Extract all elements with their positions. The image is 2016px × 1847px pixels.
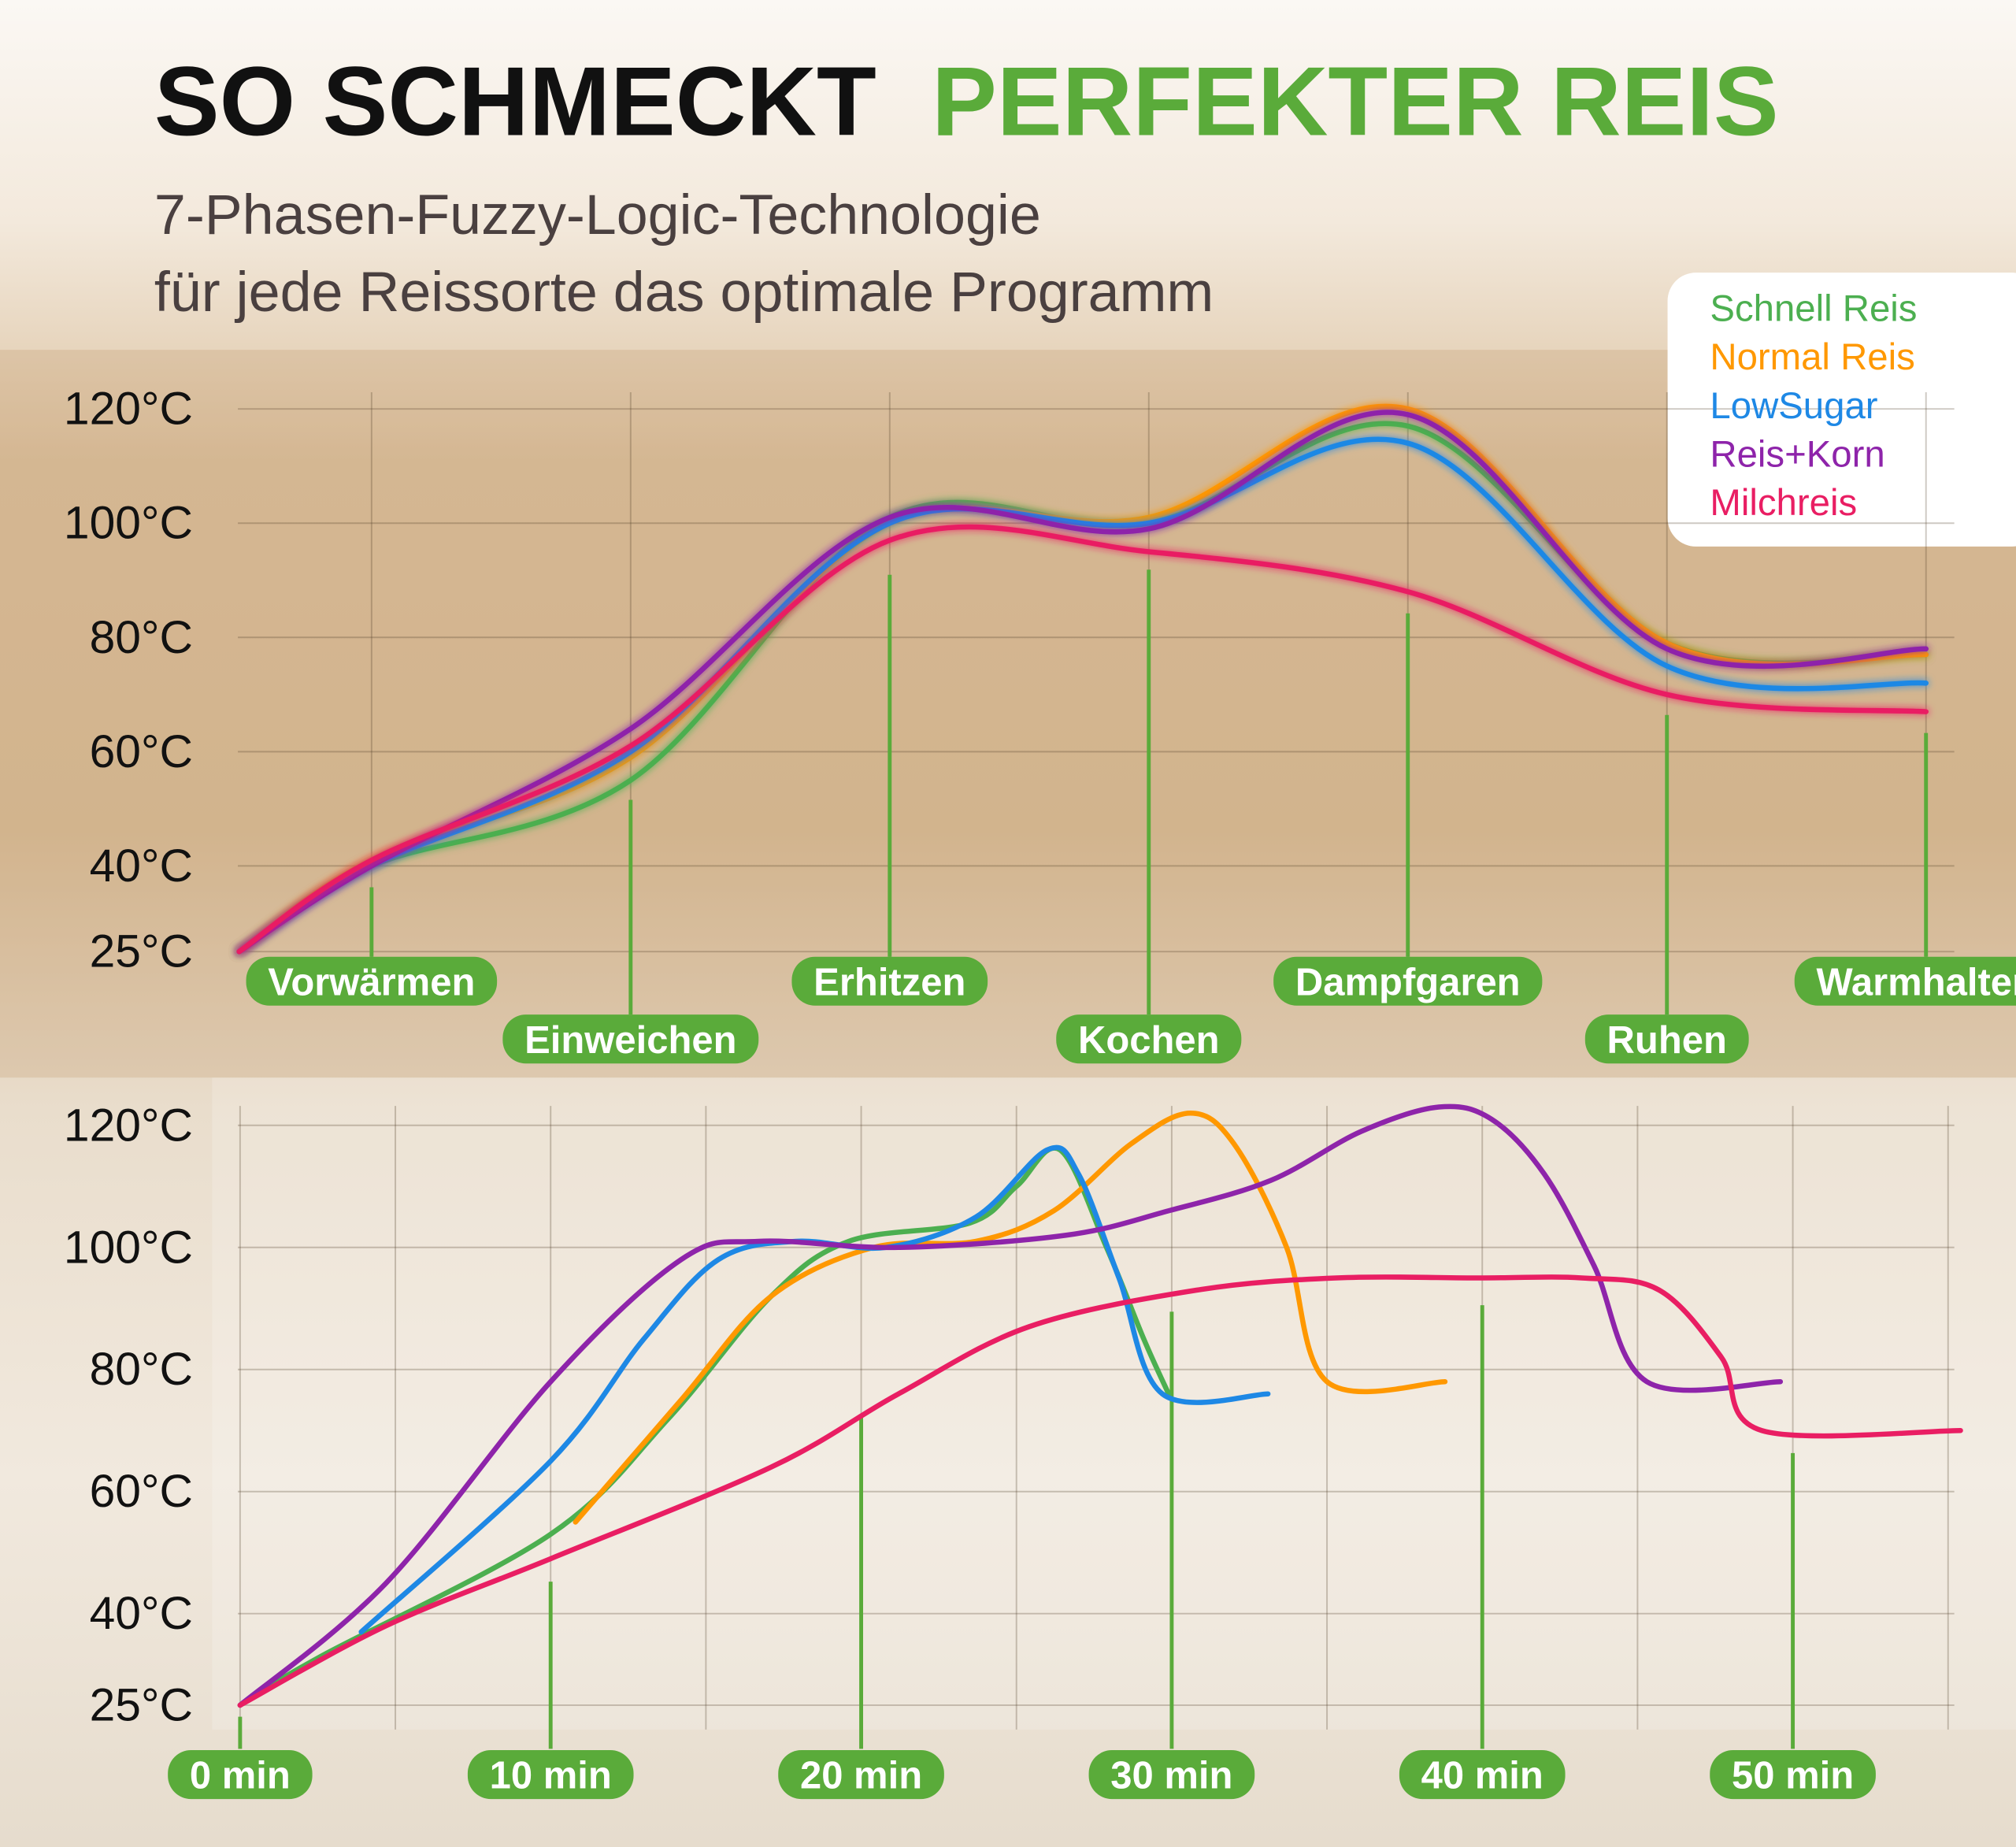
x-tick-label: Vorwärmen (268, 961, 475, 1003)
x-tick-label: Dampfgaren (1295, 961, 1521, 1003)
label-pill (1399, 1750, 1566, 1800)
legend-entry: Milchreis (1710, 482, 1857, 524)
x-tick-label: 40 min (1421, 1755, 1544, 1797)
x-tick-label: 0 min (190, 1755, 291, 1797)
legend-entry: LowSugar (1710, 385, 1877, 427)
legend-entry: Schnell Reis (1710, 287, 1917, 329)
label-pill (246, 956, 498, 1006)
label-pill (1056, 1014, 1242, 1064)
title-main: SO SCHMECKT (154, 47, 876, 156)
label-pill (1710, 1750, 1876, 1800)
legend-entry: Normal Reis (1710, 336, 1914, 378)
x-tick-label: 10 min (490, 1755, 612, 1797)
subtitle: für jede Reissorte das optimale Programm (154, 261, 1214, 324)
x-tick-label: 20 min (800, 1755, 922, 1797)
x-tick-label: Erhitzen (813, 961, 965, 1003)
x-tick-label: Kochen (1078, 1019, 1220, 1062)
y-tick-label: 25°C (90, 926, 193, 977)
label-pill (791, 956, 988, 1006)
y-tick-label: 100°C (64, 1222, 193, 1273)
y-tick-label: 80°C (90, 1344, 193, 1395)
subtitle: 7-Phasen-Fuzzy-Logic-Technologie (154, 184, 1041, 247)
title-highlight: PERFEKTER REIS (932, 47, 1779, 156)
chart-panel (212, 1077, 2016, 1730)
legend-entry: Reis+Korn (1710, 433, 1884, 475)
label-pill (168, 1750, 313, 1800)
label-pill (1088, 1750, 1255, 1800)
label-pill (1273, 956, 1543, 1006)
series-line (236, 524, 1929, 955)
y-tick-label: 80°C (90, 612, 193, 663)
y-tick-label: 60°C (90, 1466, 193, 1517)
label-pill (1584, 1014, 1749, 1064)
y-tick-label: 60°C (90, 726, 193, 777)
y-tick-label: 40°C (90, 840, 193, 892)
series-line (236, 436, 1929, 955)
legend-box (1667, 273, 2016, 547)
series-line (237, 1103, 1784, 1708)
y-tick-label: 120°C (64, 1100, 193, 1151)
y-tick-label: 120°C (64, 384, 193, 435)
title: SO SCHMECKT PERFEKTER REIS (154, 47, 1779, 156)
x-tick-label: Ruhen (1607, 1019, 1727, 1062)
x-tick-label: 30 min (1110, 1755, 1232, 1797)
label-pill (502, 1014, 759, 1064)
y-tick-label: 40°C (90, 1588, 193, 1639)
series-line (237, 1274, 1963, 1708)
y-tick-label: 100°C (64, 498, 193, 549)
label-pill (467, 1750, 634, 1800)
x-tick-label: 50 min (1732, 1755, 1854, 1797)
series-line (573, 1111, 1448, 1525)
x-tick-label: Einweichen (524, 1019, 736, 1062)
label-pill (1794, 956, 2016, 1006)
label-pill (778, 1750, 944, 1800)
y-tick-label: 25°C (90, 1679, 193, 1730)
x-tick-label: Warmhalten (1816, 961, 2016, 1003)
